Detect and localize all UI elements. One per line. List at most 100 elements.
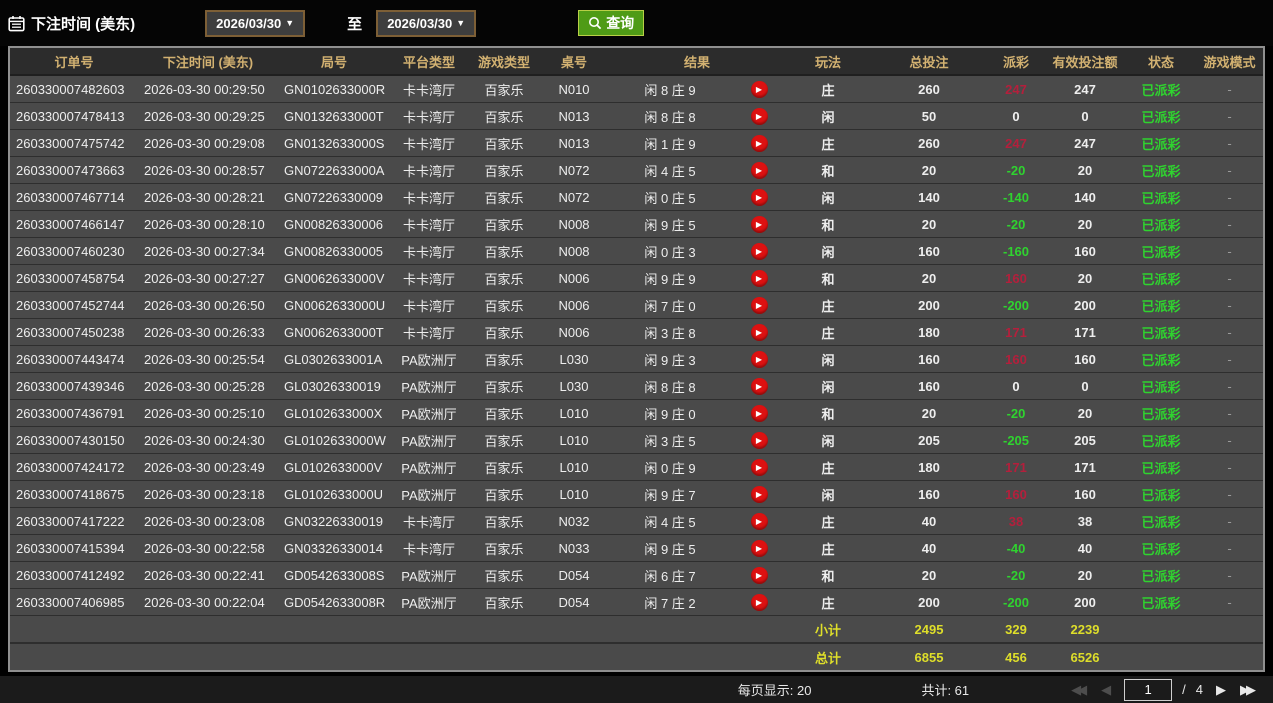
table-row: 260330007478413 2026-03-30 00:29:25 GN0132… [10,103,1263,130]
table-row: 260330007482603 2026-03-30 00:29:50 GN0102… [10,76,1263,103]
cell-game-mode: - [1227,216,1232,232]
cell-platform-type: PA欧洲厅 [401,568,457,584]
cell-game-type: 百家乐 [484,433,524,449]
cell-table-number: L010 [559,405,589,421]
cell-status: 已派彩 [1141,541,1181,557]
cell-game-type: 百家乐 [484,163,524,179]
cell-result: 闲 9 庄 9 [644,271,696,287]
cell-order-number: 260330007466147 [16,216,125,232]
replay-video-icon[interactable]: ▶ [750,351,768,369]
cell-game-type: 百家乐 [484,541,524,557]
cell-total-bet: 160 [918,243,940,259]
replay-video-icon[interactable]: ▶ [750,108,768,126]
cell-bet-time: 2026-03-30 00:29:50 [144,81,265,97]
cell-valid-bet: 200 [1074,594,1096,610]
replay-video-icon[interactable]: ▶ [750,567,768,585]
cell-status: 已派彩 [1141,568,1181,584]
cell-game-type: 百家乐 [484,514,524,530]
cell-round-number: GL03026330019 [284,378,381,394]
cell-round-number: GL0102633000V [284,459,383,475]
cell-table-number: D054 [558,594,590,610]
cell-game-type: 百家乐 [484,109,524,125]
column-header: 下注时间 (美东) [162,54,254,70]
cell-bet-time: 2026-03-30 00:29:25 [144,108,265,124]
replay-video-icon[interactable]: ▶ [750,594,768,612]
cell-replay: ▶ [732,377,786,396]
replay-video-icon[interactable]: ▶ [750,540,768,558]
cell-platform-type: PA欧洲厅 [401,379,457,395]
replay-video-icon[interactable]: ▶ [750,243,768,261]
replay-video-icon[interactable]: ▶ [750,270,768,288]
cell-table-number: N013 [558,135,590,151]
replay-video-icon[interactable]: ▶ [750,189,768,207]
cell-status: 已派彩 [1141,298,1181,314]
cell-payout: -160 [1002,243,1030,259]
replay-video-icon[interactable]: ▶ [750,135,768,153]
replay-video-icon[interactable]: ▶ [750,486,768,504]
cell-game-type: 百家乐 [484,595,524,611]
cell-order-number: 260330007406985 [16,594,125,610]
cell-bet-time: 2026-03-30 00:26:33 [144,324,265,340]
cell-status: 已派彩 [1141,379,1181,395]
cell-payout: 171 [1005,459,1027,475]
cell-status: 已派彩 [1141,271,1181,287]
cell-order-number: 260330007450238 [16,324,125,340]
cell-order-number: 260330007478413 [16,108,125,124]
cell-bet-on: 庄 [821,298,835,314]
replay-video-icon[interactable]: ▶ [750,297,768,315]
table-header-row: 订单号 下注时间 (美东) 局号 平台类型 游戏类型 桌号 结果 玩法 总投注 派彩 有效投注额 状态… [10,48,1263,76]
cell-replay: ▶ [732,593,786,612]
first-page-button[interactable]: ◀◀ [1071,681,1087,697]
prev-page-button[interactable]: ◀ [1101,681,1112,697]
column-header: 派彩 [1002,54,1029,70]
replay-video-icon[interactable]: ▶ [750,513,768,531]
cell-status: 已派彩 [1141,352,1181,368]
cell-platform-type: PA欧洲厅 [401,433,457,449]
cell-round-number: GN0102633000R [284,81,386,97]
replay-video-icon[interactable]: ▶ [750,162,768,180]
replay-video-icon[interactable]: ▶ [750,81,768,99]
column-header: 游戏类型 [477,54,530,70]
chevron-down-icon: ▼ [285,18,295,28]
page-number-input[interactable] [1124,678,1173,701]
cell-order-number: 260330007467714 [16,189,125,205]
table-row: 260330007473663 2026-03-30 00:28:57 GN0722… [10,157,1263,184]
column-header: 局号 [320,54,347,70]
cell-payout: -200 [1002,594,1030,610]
cell-platform-type: 卡卡湾厅 [402,271,455,287]
cell-bet-time: 2026-03-30 00:22:58 [144,540,265,556]
cell-order-number: 260330007475742 [16,135,125,151]
last-page-button[interactable]: ▶▶ [1240,681,1256,697]
subtotal-bet: 2495 [914,621,944,637]
next-page-button[interactable]: ▶ [1216,681,1226,697]
cell-game-mode: - [1227,567,1232,583]
date-to-select[interactable]: 2026/03/30 ▼ [376,9,477,37]
cell-replay: ▶ [732,512,786,531]
replay-video-icon[interactable]: ▶ [750,378,768,396]
cell-valid-bet: 205 [1074,432,1096,448]
replay-video-icon[interactable]: ▶ [750,324,768,342]
cell-valid-bet: 20 [1077,162,1093,178]
cell-table-number: N008 [558,243,590,259]
cell-platform-type: PA欧洲厅 [401,352,457,368]
cell-replay: ▶ [732,161,786,180]
replay-video-icon[interactable]: ▶ [750,405,768,423]
replay-video-icon[interactable]: ▶ [750,216,768,234]
query-button[interactable]: 查询 [578,10,645,36]
cell-bet-time: 2026-03-30 00:26:50 [144,297,265,313]
replay-video-icon[interactable]: ▶ [750,432,768,450]
date-from-select[interactable]: 2026/03/30 ▼ [205,9,306,37]
cell-bet-on: 和 [821,217,835,233]
column-header: 平台类型 [402,54,455,70]
cell-status: 已派彩 [1141,82,1181,98]
cell-table-number: N032 [558,513,590,529]
cell-valid-bet: 20 [1077,567,1093,583]
replay-video-icon[interactable]: ▶ [750,459,768,477]
cell-result: 闲 9 庄 3 [644,352,696,368]
cell-result: 闲 4 庄 5 [644,163,696,179]
query-button-label: 查询 [606,15,635,31]
cell-total-bet: 205 [918,432,940,448]
cell-order-number: 260330007452744 [16,297,125,313]
cell-total-bet: 20 [921,216,937,232]
table-row: 260330007417222 2026-03-30 00:23:08 GN0322… [10,508,1263,535]
